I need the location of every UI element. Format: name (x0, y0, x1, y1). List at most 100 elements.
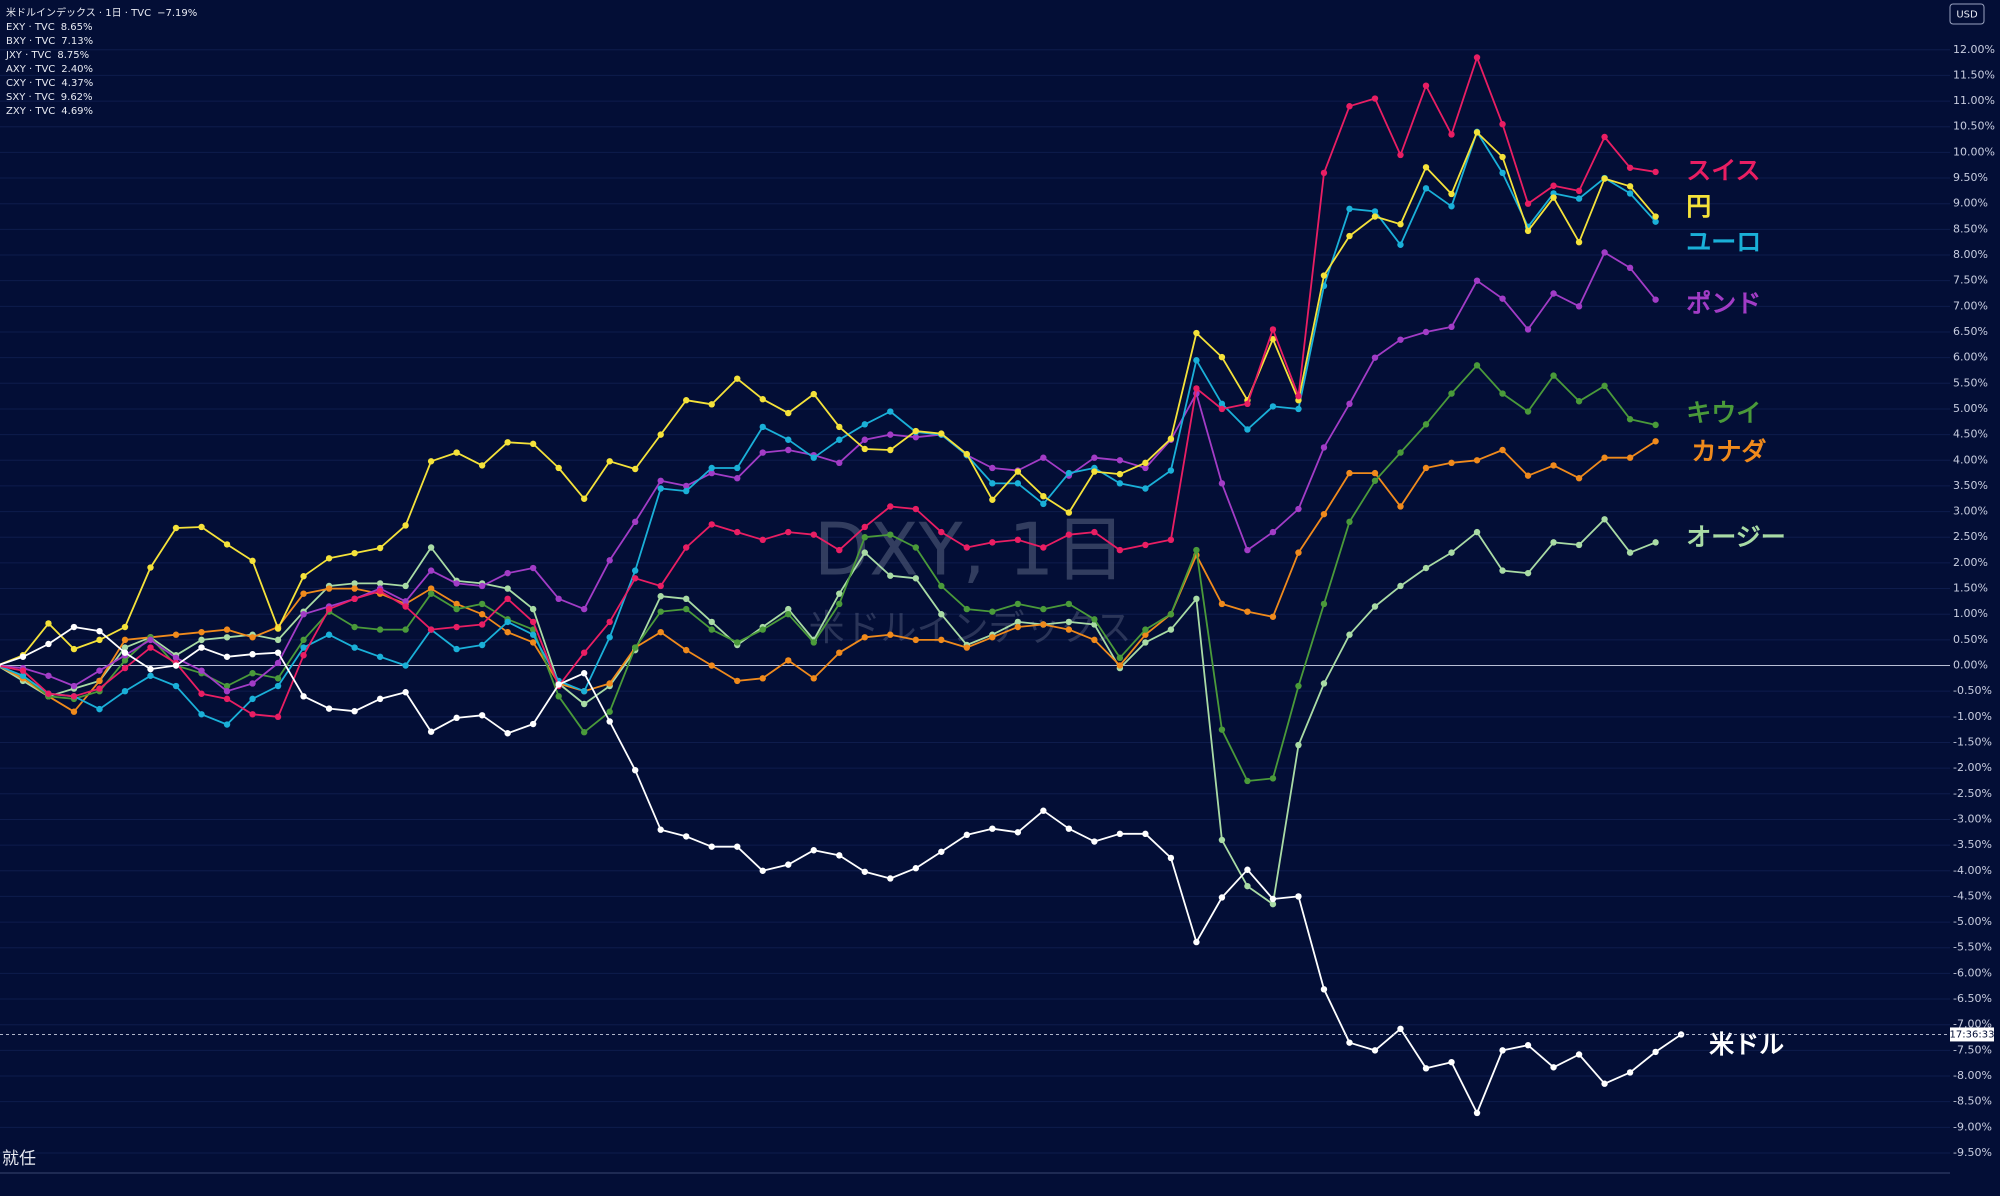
data-point (1295, 549, 1302, 556)
data-point (912, 865, 920, 872)
y-tick-label: 4.00% (1953, 453, 1988, 466)
data-point (708, 626, 715, 633)
data-point (759, 675, 766, 682)
data-point (683, 487, 690, 495)
data-point (1167, 435, 1175, 442)
data-point (1550, 372, 1557, 379)
data-point (70, 682, 78, 690)
legend-name: EXY · TVC (6, 22, 55, 33)
data-point (300, 590, 307, 597)
y-tick-label: 2.00% (1953, 556, 1988, 569)
data-point (300, 652, 307, 659)
data-point (1550, 1064, 1557, 1071)
data-point (708, 843, 715, 850)
data-point (963, 644, 971, 651)
data-point (759, 867, 766, 874)
data-point (504, 618, 511, 626)
data-point (1626, 549, 1634, 556)
data-point (912, 575, 920, 582)
data-point (989, 539, 996, 546)
data-point (274, 625, 282, 632)
data-point (1116, 470, 1124, 478)
data-point (1142, 631, 1149, 638)
data-point (121, 687, 129, 695)
data-point (734, 528, 741, 536)
data-point (1422, 328, 1430, 336)
data-point (861, 634, 868, 641)
data-point (478, 611, 486, 618)
data-point (580, 495, 588, 502)
series-label: 円 (1686, 192, 1711, 221)
data-point (1397, 221, 1404, 228)
data-point (1652, 218, 1659, 225)
data-point (427, 728, 435, 735)
data-point (1091, 616, 1098, 623)
data-point (1142, 464, 1149, 472)
data-point (1346, 400, 1353, 408)
legend-change: 4.69% (61, 106, 93, 117)
data-point (989, 608, 996, 615)
watermark-subtitle: 米ドルインデックス (809, 608, 1132, 649)
data-point (1575, 1051, 1583, 1058)
data-point (1244, 777, 1251, 785)
data-point (529, 631, 537, 638)
y-tick-label: 8.50% (1953, 222, 1988, 235)
y-tick-label: -9.00% (1953, 1120, 1992, 1133)
countdown: 17:36:33 (1950, 1029, 1995, 1040)
currency[interactable]: USD (1956, 10, 1978, 21)
data-point (759, 626, 766, 633)
data-point (1218, 726, 1226, 733)
data-point (938, 611, 945, 618)
y-tick-label: 11.50% (1953, 68, 1995, 81)
data-point (249, 634, 256, 641)
data-point (1371, 95, 1379, 102)
data-point (172, 654, 180, 662)
data-point (1499, 390, 1506, 397)
data-point (223, 682, 231, 690)
data-point (1473, 129, 1481, 136)
data-point (1499, 169, 1506, 177)
data-point (836, 423, 843, 431)
data-point (121, 649, 129, 656)
data-point (376, 587, 384, 595)
y-tick-label: -8.50% (1953, 1095, 1992, 1108)
data-point (759, 536, 766, 544)
data-point (453, 449, 460, 456)
data-point (861, 523, 868, 531)
data-point (1320, 986, 1328, 993)
data-point (325, 585, 333, 592)
data-point (631, 575, 639, 582)
data-point (1448, 549, 1455, 556)
data-point (836, 852, 843, 859)
y-tick-label: -4.00% (1953, 864, 1992, 877)
data-point (1040, 544, 1047, 551)
data-point (785, 605, 792, 613)
data-point (708, 464, 715, 472)
data-point (478, 641, 486, 649)
data-point (1167, 854, 1175, 862)
data-point (96, 667, 103, 674)
data-point (1218, 600, 1226, 608)
currency-box[interactable] (1949, 3, 1985, 25)
data-point (1652, 438, 1659, 445)
data-point (861, 534, 868, 541)
data-point (1295, 893, 1302, 900)
data-point (810, 531, 817, 538)
data-point (351, 595, 358, 603)
data-point (504, 628, 511, 636)
data-point (1524, 326, 1532, 333)
data-point (1065, 825, 1073, 832)
data-point (249, 711, 256, 718)
data-point (963, 831, 971, 839)
data-point (70, 645, 78, 653)
data-point (555, 464, 562, 472)
data-point (402, 626, 409, 633)
legend-change: 7.13% (61, 36, 93, 47)
data-point (1244, 400, 1251, 408)
data-point (249, 680, 256, 687)
data-point (1320, 680, 1328, 687)
data-point (453, 623, 460, 631)
data-point (1371, 208, 1379, 215)
data-point (1295, 741, 1302, 749)
